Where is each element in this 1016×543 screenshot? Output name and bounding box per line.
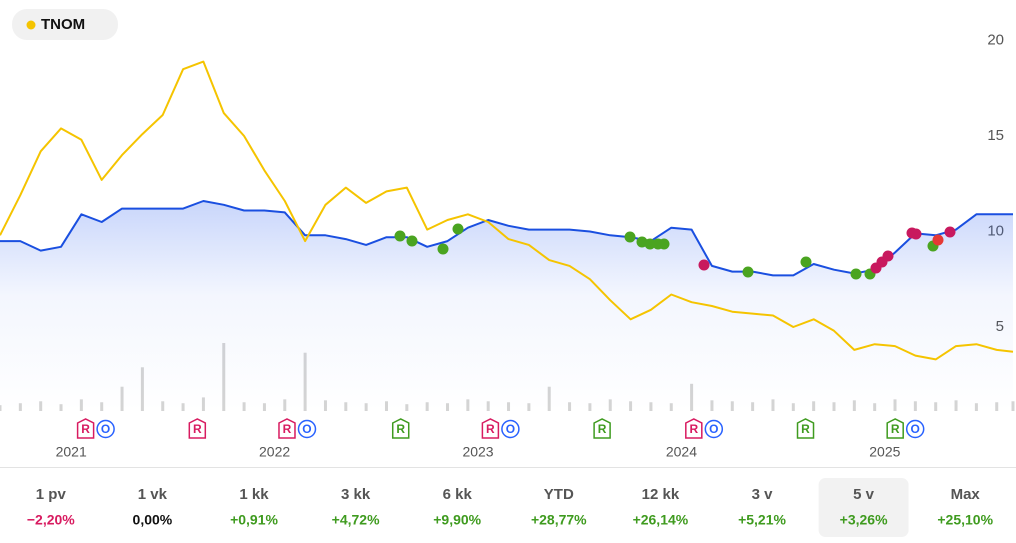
tab-label: 1 kk (239, 486, 269, 503)
period-tab[interactable]: Max +25,10% (937, 486, 993, 528)
tab-change: +3,26% (840, 512, 888, 528)
badge-label: R (193, 422, 202, 436)
line (0, 60, 1014, 361)
legend[interactable]: TNOM (12, 9, 118, 40)
tab-change: +26,14% (633, 512, 689, 528)
badge-shape (391, 418, 410, 439)
y-tick-label: 20 (987, 32, 1004, 49)
event-badge[interactable]: R (796, 418, 815, 439)
tab-change: 0,00% (133, 512, 173, 528)
badge-shape (905, 419, 925, 439)
badge-shape (593, 418, 611, 439)
badge-shape (886, 418, 904, 439)
badge-label: R (801, 422, 810, 436)
tab-label: 1 vk (138, 486, 168, 503)
badge-label: R (396, 422, 405, 436)
badge-label: O (506, 422, 515, 436)
legend-label: TNOM (41, 16, 85, 33)
period-tab[interactable]: YTD +28,77% (531, 486, 587, 528)
event-badge[interactable]: R (76, 418, 95, 439)
badge-shape (796, 418, 815, 439)
area (0, 201, 1013, 411)
badge-shape (704, 419, 724, 439)
badge-label: R (689, 422, 698, 436)
tab-change: −2,20% (27, 512, 75, 528)
event-badge[interactable]: R (481, 418, 500, 439)
tab-change: +4,72% (332, 512, 380, 528)
badge-label: R (283, 422, 292, 436)
period-tab[interactable]: 5 v +3,26% (818, 478, 909, 537)
period-tab[interactable]: 3 v +5,21% (738, 486, 786, 528)
x-tick-label: 2023 (462, 444, 493, 460)
event-badge[interactable]: R (391, 418, 410, 439)
tab-label: 3 v (752, 486, 774, 503)
line (0, 200, 1013, 277)
event-badge[interactable]: O (297, 419, 317, 439)
event-badge[interactable]: O (704, 419, 724, 439)
badge-shape (297, 419, 317, 439)
event-badge[interactable]: O (501, 419, 520, 439)
x-tick-label: 2024 (666, 444, 697, 460)
badge-label: R (598, 422, 607, 436)
tab-change: +0,91% (230, 512, 278, 528)
event-badge[interactable]: O (96, 419, 115, 439)
badge-label: R (891, 422, 900, 436)
event-badge[interactable]: O (905, 419, 925, 439)
tab-label: 6 kk (443, 486, 473, 503)
tab-label: 12 kk (642, 486, 680, 503)
x-tick-label: 2022 (259, 444, 290, 460)
period-tab[interactable]: 3 kk +4,72% (332, 486, 380, 528)
tab-label: Max (951, 486, 981, 503)
event-badge[interactable]: R (886, 418, 904, 439)
period-tab[interactable]: 1 kk +0,91% (230, 486, 278, 528)
badge-shape (685, 418, 703, 439)
tab-change: +9,90% (433, 512, 481, 528)
badge-label: O (101, 422, 110, 436)
event-badge[interactable]: R (593, 418, 611, 439)
tab-label: 3 kk (341, 486, 371, 503)
tab-label: YTD (544, 486, 574, 503)
period-tab[interactable]: 1 vk 0,00% (133, 486, 173, 528)
badge-shape (278, 418, 296, 439)
x-tick-label: 2021 (56, 444, 87, 460)
badge-label: O (302, 422, 311, 436)
event-badge[interactable]: R (278, 418, 296, 439)
badge-shape (96, 419, 115, 439)
badge-label: R (486, 422, 495, 436)
tab-label: 1 pv (36, 486, 67, 503)
x-tick-label: 2025 (869, 444, 900, 460)
y-tick-label: 15 (987, 127, 1004, 144)
badge-shape (501, 419, 520, 439)
event-badge[interactable]: R (685, 418, 703, 439)
badge-shape (481, 418, 500, 439)
tab-selected-bg (818, 478, 909, 537)
period-tab[interactable]: 12 kk +26,14% (633, 486, 689, 528)
period-tab[interactable]: 6 kk +9,90% (433, 486, 481, 528)
tab-change: +25,10% (937, 512, 993, 528)
tab-change: +5,21% (738, 512, 786, 528)
tab-change: +28,77% (531, 512, 587, 528)
badge-label: O (911, 422, 920, 436)
period-tab[interactable]: 1 pv −2,20% (27, 486, 75, 528)
badge-shape (188, 418, 207, 439)
tab-label: 5 v (853, 486, 875, 503)
event-dots (394, 223, 956, 280)
badge-label: O (709, 422, 718, 436)
event-badge[interactable]: R (188, 418, 207, 439)
badge-shape (76, 418, 95, 439)
badge-label: R (81, 422, 90, 436)
